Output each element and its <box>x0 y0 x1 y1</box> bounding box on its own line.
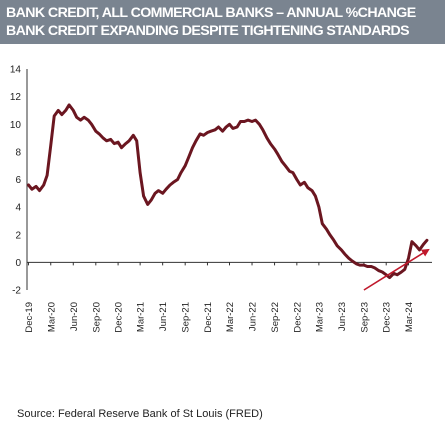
chart-subtitle: BANK CREDIT EXPANDING DESPITE TIGHTENING… <box>6 23 410 39</box>
x-tick-label: Sep-22 <box>270 302 281 333</box>
x-tick-label: Dec-19 <box>24 302 35 333</box>
x-tick-label: Dec-20 <box>114 302 125 333</box>
x-tick-label: Mar-24 <box>404 302 415 332</box>
source-note: Source: Federal Reserve Bank of St Louis… <box>17 408 263 420</box>
title-banner: BANK CREDIT, ALL COMMERCIAL BANKS – ANNU… <box>0 0 445 44</box>
chart-title: BANK CREDIT, ALL COMMERCIAL BANKS – ANNU… <box>6 5 416 21</box>
x-tick-label: Jun-23 <box>337 302 348 331</box>
y-tick-label: 4 <box>15 203 21 214</box>
y-tick-label: 6 <box>15 175 21 186</box>
trend-arrow <box>363 248 430 291</box>
x-tick-label: Sep-21 <box>181 302 192 333</box>
x-tick-label: Dec-23 <box>382 302 393 333</box>
series-line <box>27 103 429 280</box>
x-tick-label: Mar-22 <box>225 302 236 332</box>
y-tick-label: 8 <box>15 147 21 158</box>
y-tick-label: 10 <box>10 120 22 131</box>
y-tick-label: 2 <box>15 230 21 241</box>
x-tick-label: Mar-23 <box>314 302 325 332</box>
x-tick-label: Dec-21 <box>203 302 214 333</box>
x-axis: Dec-19 Mar-20 Jun-20 Sep-20 Dec-20 Mar-21 Jun-… <box>24 261 432 333</box>
x-tick-label: Sep-23 <box>359 302 370 333</box>
y-tick-label: 12 <box>10 92 22 103</box>
x-tick-label: Dec-22 <box>292 302 303 333</box>
x-tick-label: Mar-20 <box>46 302 57 332</box>
y-tick-label: 14 <box>10 65 22 76</box>
x-tick-label: Jun-22 <box>248 302 259 331</box>
x-tick-label: Jun-20 <box>69 302 80 331</box>
y-axis: -2 0 2 4 6 8 10 12 14 <box>10 65 28 297</box>
x-tick-label: Jun-21 <box>158 302 169 331</box>
y-tick-label: 0 <box>15 258 21 269</box>
x-tick-label: Mar-21 <box>136 302 147 332</box>
y-tick-label: -2 <box>12 286 21 297</box>
x-tick-label: Sep-20 <box>91 302 102 333</box>
